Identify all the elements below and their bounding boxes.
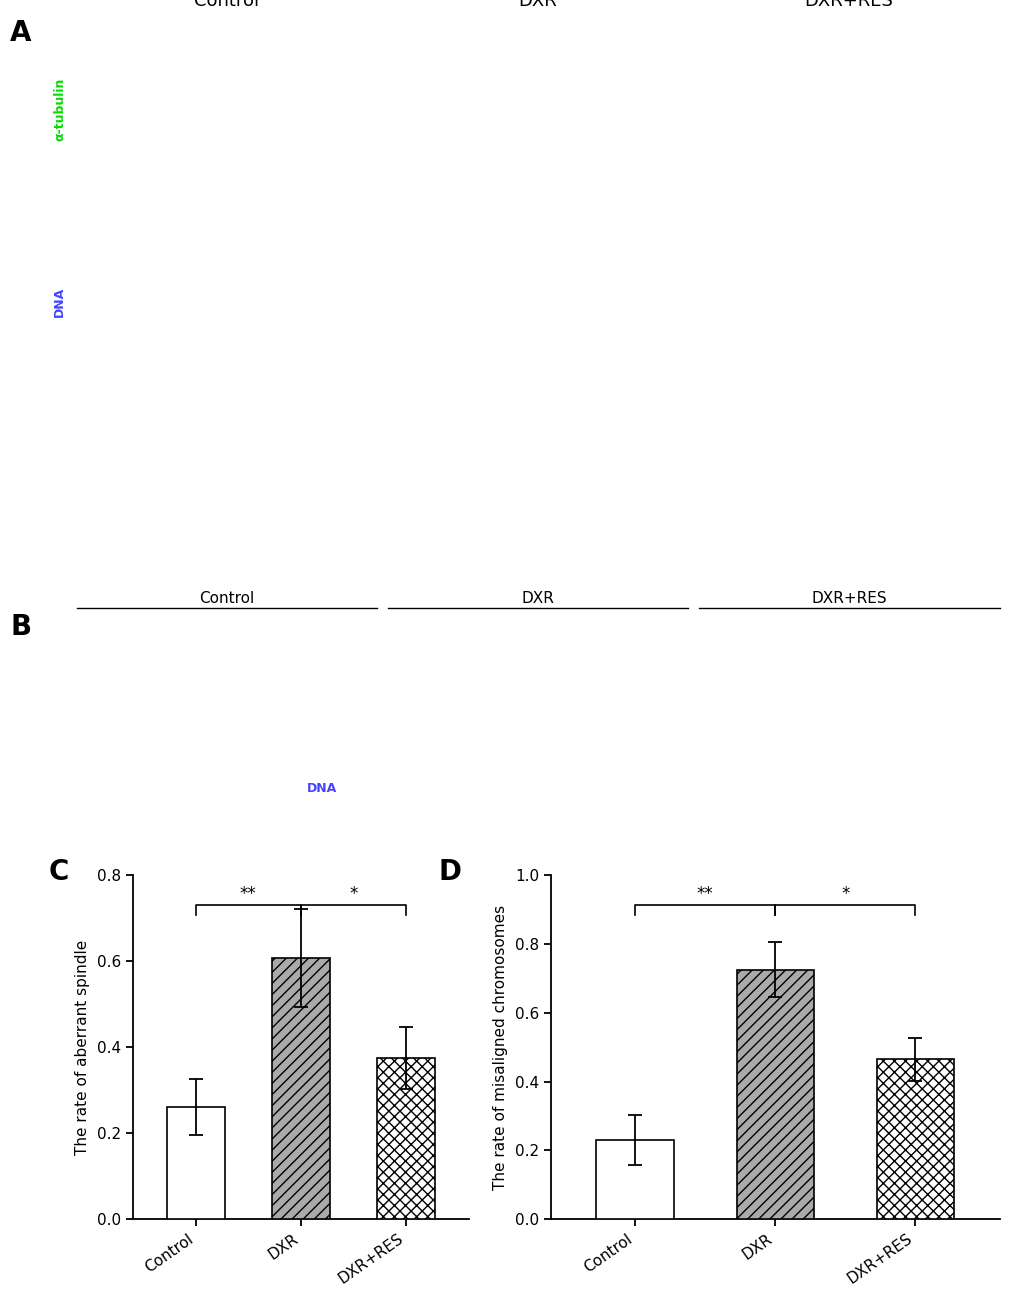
Text: DXR+RES: DXR+RES [810,590,887,606]
Bar [876,1060,953,1219]
Text: B: B [10,613,32,642]
Text: **: ** [696,885,712,903]
Bar [167,1106,224,1219]
Y-axis label: The rate of aberrant spindle: The rate of aberrant spindle [74,940,90,1154]
Text: DNA: DNA [53,287,66,316]
Text: D: D [438,859,462,886]
Text: α-tubulin: α-tubulin [53,78,66,141]
Text: *: * [841,885,849,903]
Text: DXR+RES: DXR+RES [804,0,893,10]
Text: DXR: DXR [521,590,554,606]
Text: Control: Control [195,0,259,10]
Text: DXR: DXR [519,0,556,10]
Text: Merge: Merge [53,472,66,516]
Text: A: A [10,19,32,48]
Text: *: * [348,885,358,903]
Bar [596,1140,673,1219]
Text: DNA: DNA [307,782,337,795]
Text: Control: Control [199,590,255,606]
Text: **: ** [239,885,257,903]
Text: C: C [49,859,68,886]
Bar [272,958,329,1219]
Y-axis label: The rate of misaligned chromosomes: The rate of misaligned chromosomes [492,905,507,1189]
Bar [736,970,813,1219]
Bar [377,1058,434,1219]
